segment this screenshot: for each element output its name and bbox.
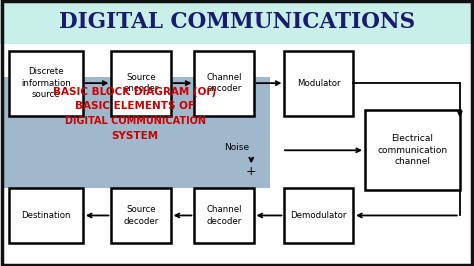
Text: Electrical
communication
channel: Electrical communication channel — [377, 134, 447, 166]
FancyBboxPatch shape — [284, 188, 353, 243]
FancyBboxPatch shape — [194, 188, 254, 243]
FancyBboxPatch shape — [0, 0, 474, 44]
FancyBboxPatch shape — [284, 51, 353, 116]
Text: Discrete
information
source: Discrete information source — [21, 67, 71, 99]
Text: SYSTEM: SYSTEM — [111, 131, 159, 141]
Text: Demodulator: Demodulator — [291, 211, 347, 220]
Text: Source
encoder: Source encoder — [123, 73, 159, 93]
Text: +: + — [246, 165, 256, 178]
FancyBboxPatch shape — [365, 110, 460, 190]
FancyBboxPatch shape — [9, 51, 83, 116]
Text: DIGITAL COMMUNICATIONS: DIGITAL COMMUNICATIONS — [59, 11, 415, 33]
Text: Channel
decoder: Channel decoder — [206, 205, 242, 226]
Text: BASIC ELEMENTS OF: BASIC ELEMENTS OF — [75, 101, 195, 111]
FancyBboxPatch shape — [0, 44, 474, 266]
Text: Modulator: Modulator — [297, 79, 340, 88]
FancyBboxPatch shape — [111, 188, 171, 243]
Text: Channel
encoder: Channel encoder — [206, 73, 242, 93]
FancyBboxPatch shape — [194, 51, 254, 116]
Text: DIGITAL COMMUNICATION: DIGITAL COMMUNICATION — [64, 116, 206, 126]
FancyBboxPatch shape — [9, 188, 83, 243]
Text: BASIC BLOCK DIAGRAM (Or): BASIC BLOCK DIAGRAM (Or) — [54, 87, 217, 97]
FancyBboxPatch shape — [2, 77, 270, 188]
Text: Noise: Noise — [224, 143, 249, 152]
FancyBboxPatch shape — [111, 51, 171, 116]
Text: Destination: Destination — [21, 211, 71, 220]
Text: Source
decoder: Source decoder — [123, 205, 159, 226]
